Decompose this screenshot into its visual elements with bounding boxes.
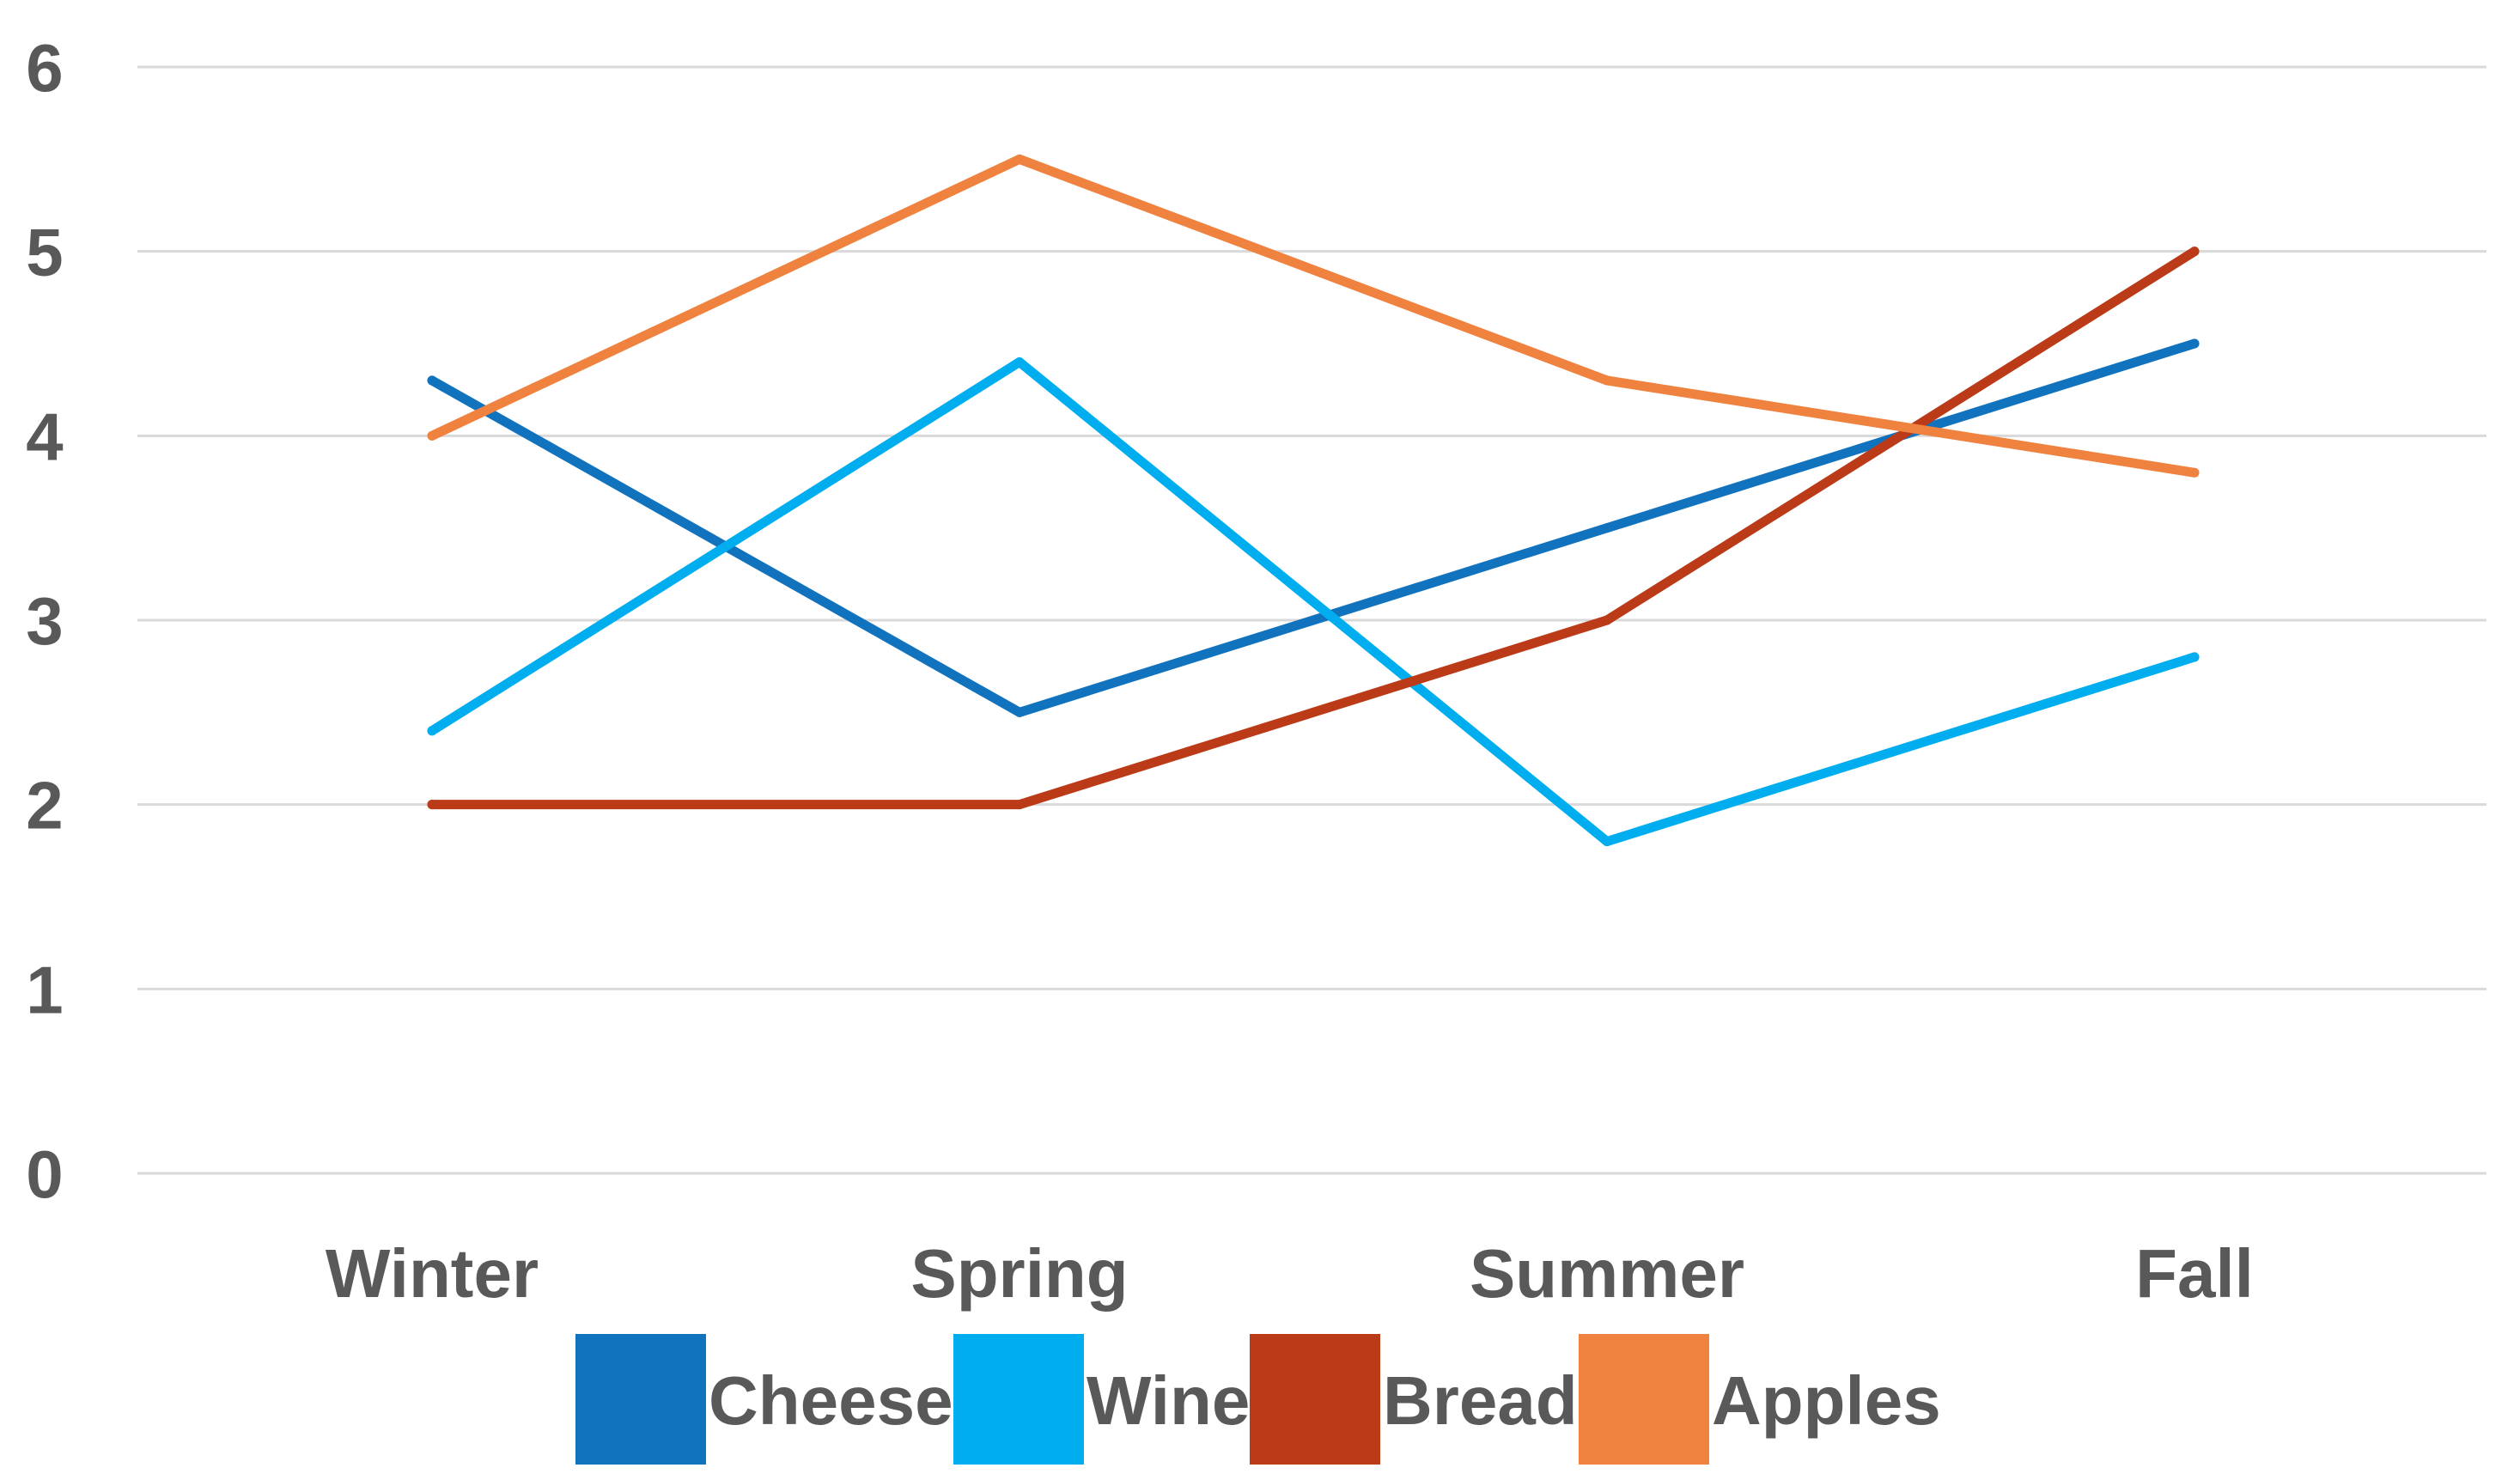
- series-line-wine: [427, 356, 2200, 847]
- point-apples-winter: [427, 430, 437, 441]
- legend-label-bread: Bread: [1383, 1362, 1578, 1439]
- y-tick-label-5: 5: [26, 215, 63, 290]
- legend-swatch-apples: [1579, 1334, 1709, 1465]
- series-lines: [427, 154, 2200, 847]
- y-axis-ticks: 0 1 2 3 4 5 6: [26, 30, 63, 1212]
- legend-label-cheese: Cheese: [709, 1362, 953, 1439]
- x-category-label-spring: Spring: [910, 1235, 1128, 1312]
- x-category-label-winter: Winter: [326, 1235, 539, 1312]
- series-line-cheese: [427, 338, 2200, 717]
- point-bread-winter: [427, 800, 437, 810]
- series-line-apples: [427, 154, 2200, 478]
- point-wine-summer: [1602, 837, 1612, 847]
- y-tick-label-2: 2: [26, 768, 63, 844]
- legend-label-wine: Wine: [1087, 1362, 1250, 1439]
- point-wine-winter: [427, 726, 437, 736]
- point-wine-spring: [1014, 356, 1025, 367]
- x-category-label-fall: Fall: [2135, 1235, 2254, 1312]
- point-apples-summer: [1602, 375, 1612, 386]
- y-tick-label-1: 1: [26, 952, 63, 1027]
- y-tick-label-6: 6: [26, 30, 63, 106]
- legend-swatch-cheese: [575, 1334, 706, 1465]
- point-cheese-winter: [427, 375, 437, 386]
- legend-swatch-bread: [1250, 1334, 1380, 1465]
- point-cheese-fall: [2189, 338, 2200, 349]
- x-axis-categories: Winter Spring Summer Fall: [326, 1235, 2254, 1312]
- y-tick-label-0: 0: [26, 1136, 63, 1212]
- point-apples-fall: [2189, 467, 2200, 478]
- point-bread-summer: [1602, 615, 1612, 625]
- y-tick-label-4: 4: [26, 399, 63, 474]
- point-apples-spring: [1014, 154, 1025, 164]
- point-cheese-spring: [1014, 707, 1025, 717]
- point-cheese-summer: [1602, 523, 1612, 533]
- x-category-label-summer: Summer: [1470, 1235, 1744, 1312]
- y-tick-label-3: 3: [26, 583, 63, 659]
- point-bread-spring: [1014, 800, 1025, 810]
- legend-swatch-wine: [953, 1334, 1084, 1465]
- legend-label-apples: Apples: [1712, 1362, 1941, 1439]
- legend: Cheese Wine Bread Apples: [575, 1334, 1941, 1465]
- series-line-bread: [427, 247, 2200, 810]
- point-bread-fall: [2189, 247, 2200, 257]
- point-wine-fall: [2189, 652, 2200, 662]
